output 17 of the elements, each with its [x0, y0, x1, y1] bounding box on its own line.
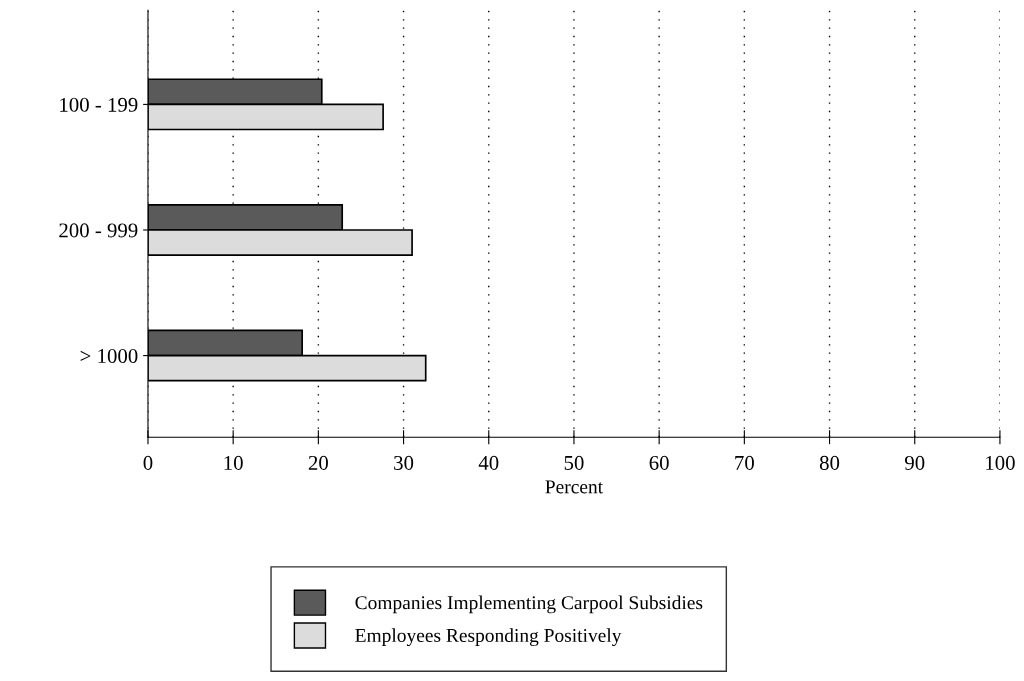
x-tick-label: 100	[986, 455, 1015, 470]
x-tick-label: 20	[308, 455, 328, 470]
x-tick-label: 60	[649, 455, 669, 470]
y-tick-label: 100 - 199	[60, 97, 138, 112]
x-tick-label: 90	[904, 455, 925, 470]
legend-label: Employees Responding Positively	[355, 628, 622, 647]
legend-label: Companies Implementing Carpool Subsidies	[355, 595, 703, 614]
x-tick-label: 80	[819, 455, 840, 470]
x-tick-label: 40	[478, 455, 499, 470]
y-tick-label: 200 - 999	[59, 223, 138, 238]
x-tick-label: 50	[564, 455, 584, 470]
x-axis-title: Percent	[545, 480, 603, 494]
y-tick-label: > 1000	[80, 348, 138, 364]
x-tick-label: 70	[735, 455, 754, 470]
x-tick-label: 0	[143, 455, 153, 470]
x-tick-label: 30	[394, 455, 414, 470]
x-tick-label: 10	[224, 455, 243, 470]
